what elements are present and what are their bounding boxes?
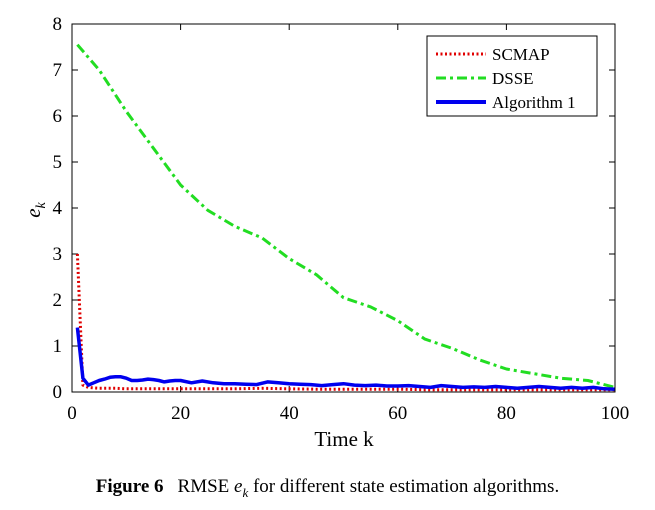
x-tick-label: 40 [280, 403, 299, 424]
figure-caption: Figure 6 RMSE ek for different state esti… [0, 476, 655, 501]
y-tick-label: 5 [53, 152, 63, 173]
chart: 0 20 40 60 80 100 0 1 2 3 4 5 6 7 8 Time k ek SCMAP DS… [21, 14, 630, 451]
y-tick-label: 4 [53, 198, 63, 219]
series-line-algorithm-1 [75, 327, 616, 391]
x-tick-label: 100 [601, 403, 630, 424]
y-tick-label: 3 [53, 244, 63, 265]
caption-variable: ek [234, 476, 249, 500]
legend-label-algorithm-1: Algorithm 1 [492, 93, 576, 112]
x-tick-label: 80 [497, 403, 516, 424]
y-tick-label: 8 [53, 14, 63, 35]
y-tick-label: 0 [53, 382, 63, 403]
y-axis-label: ek [21, 201, 49, 217]
x-tick-label: 0 [67, 403, 77, 424]
caption-text-after: for different state estimation algorithm… [252, 476, 560, 497]
series-line-dsse [76, 43, 616, 389]
legend: SCMAP DSSE Algorithm 1 [426, 35, 598, 117]
x-tick-label: 20 [171, 403, 190, 424]
y-tick-label: 1 [53, 336, 63, 357]
x-tick-label: 60 [388, 403, 407, 424]
figure-label: Figure 6 [95, 476, 164, 497]
y-tick-label: 7 [53, 60, 63, 81]
series-line-scmap [75, 253, 615, 392]
series-layer [75, 43, 616, 392]
legend-label-scmap: SCMAP [492, 45, 550, 64]
plot-frame [71, 23, 616, 393]
y-tick-label: 2 [53, 290, 63, 311]
tick-labels: 0 20 40 60 80 100 0 1 2 3 4 5 6 7 8 [53, 14, 630, 424]
x-axis-label: Time k [314, 427, 374, 451]
caption-text-before: RMSE [177, 476, 230, 497]
y-tick-label: 6 [53, 106, 63, 127]
legend-label-dsse: DSSE [492, 69, 534, 88]
